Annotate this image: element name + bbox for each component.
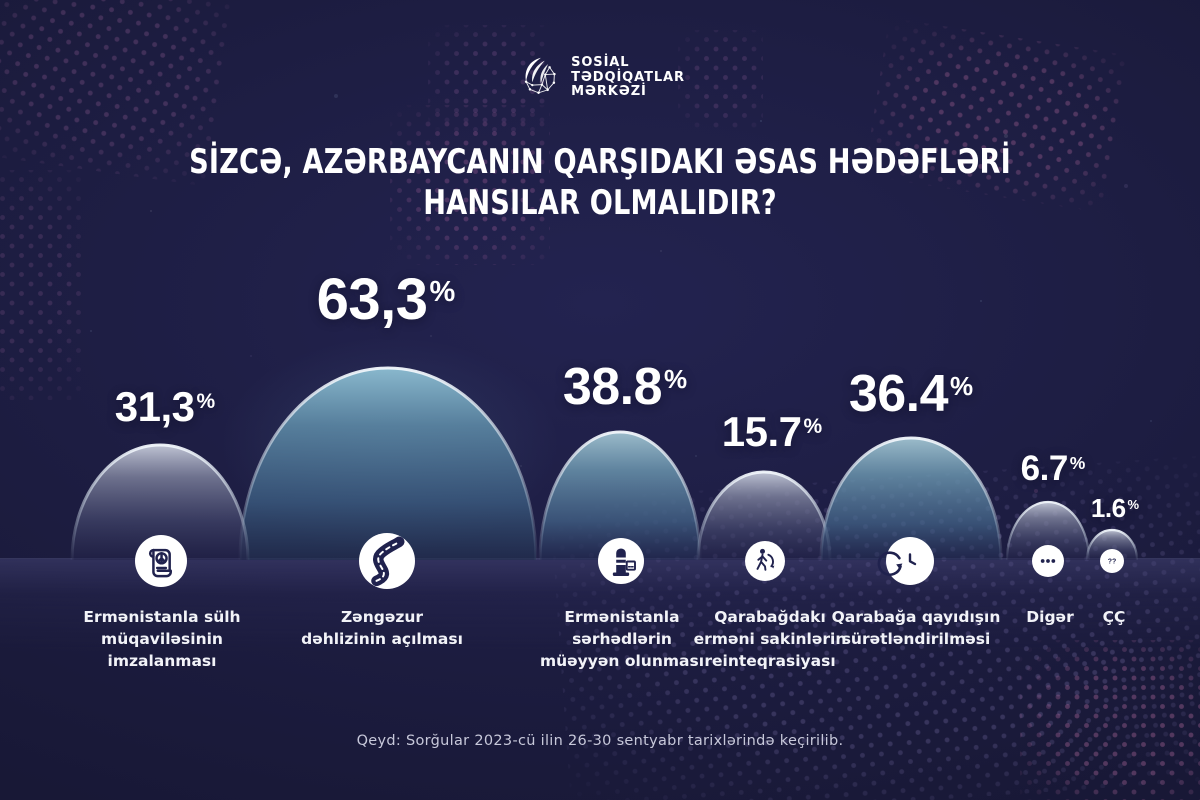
dot-pattern-corner-pink: [1020, 640, 1200, 800]
dome-rim: [819, 436, 1003, 561]
dome-value-unit: %: [1069, 453, 1086, 474]
dome-rim: [1085, 528, 1139, 561]
dome-bar-7: [1087, 530, 1137, 560]
brand-name: SOSİAL TƏDQİQATLAR MƏRKƏZİ: [571, 56, 685, 100]
dome-value-number: 1.6: [1090, 493, 1126, 523]
dome-value-unit: %: [664, 363, 688, 394]
survey-note: Qeyd: Sorğular 2023-cü ilin 26-30 sentya…: [356, 733, 844, 749]
page-title: SİZCƏ, AZƏRBAYCANIN QARŞIDAKI ƏSAS HƏDƏF…: [120, 142, 1080, 224]
dome-value: 1.6%: [1091, 495, 1139, 521]
dome-bar-5: [821, 438, 1001, 560]
category-label-line: müəyyən olunması: [539, 652, 705, 670]
dome-value-unit: %: [1127, 496, 1140, 512]
brand-logo-icon: [515, 52, 561, 104]
dome-value: 36.4%: [849, 368, 973, 420]
dome-value-unit: %: [950, 370, 974, 401]
category-label-line: reinteqrasiyası: [704, 652, 836, 670]
brand-name-line2: TƏDQİQATLAR: [571, 69, 685, 85]
dome-glow: [155, 295, 625, 595]
dome-bar-6: [1007, 502, 1089, 560]
dome-value-number: 6.7: [1020, 449, 1069, 488]
dot-pattern-logo-right: [678, 30, 763, 130]
title-line1: SİZCƏ, AZƏRBAYCANIN QARŞIDAKI ƏSAS HƏDƏF…: [189, 142, 1011, 182]
dome-value: 15.7%: [722, 411, 822, 453]
category-label-line: imzalanması: [107, 652, 217, 670]
dome-value-number: 36.4: [848, 365, 949, 423]
dome-value: 6.7%: [1021, 451, 1086, 486]
brand-header: SOSİAL TƏDQİQATLAR MƏRKƏZİ: [515, 52, 685, 104]
dome-value-number: 15.7: [721, 408, 802, 455]
dome-value-unit: %: [803, 414, 823, 438]
brand-name-line1: SOSİAL: [571, 55, 630, 71]
ground-band: [0, 558, 1200, 651]
dome-bar-4: [698, 472, 830, 560]
dome-rim: [696, 470, 832, 561]
brand-name-line3: MƏRKƏZİ: [571, 84, 647, 100]
dot-pattern-left-edge: [0, 170, 85, 400]
title-line2: HANSILAR OLMALIDIR?: [423, 183, 777, 223]
dome-rim: [1005, 500, 1091, 561]
